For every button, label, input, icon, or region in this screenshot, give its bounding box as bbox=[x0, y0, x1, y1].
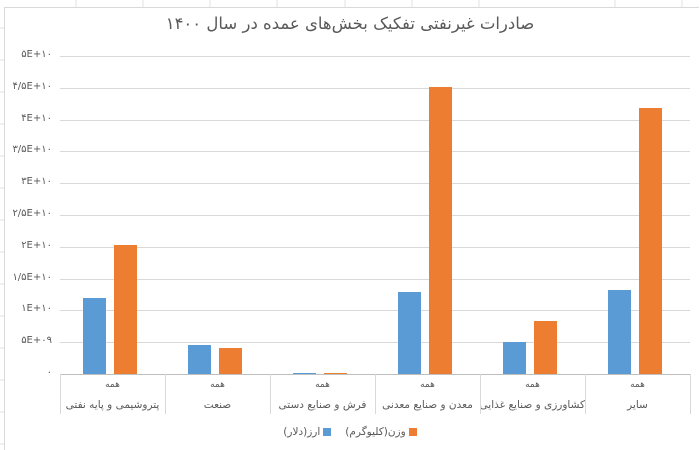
category-separator bbox=[165, 374, 166, 414]
y-axis-tick-label: ۱/۵E+۱۰ bbox=[12, 271, 52, 283]
gridline bbox=[60, 279, 690, 280]
category-group-label: همه bbox=[105, 380, 120, 390]
y-axis-tick-label: ۲E+۱۰ bbox=[21, 239, 52, 251]
legend-label: وزن(کلیوگرم) bbox=[345, 426, 406, 438]
bar-currency[interactable] bbox=[397, 291, 421, 374]
bar-currency[interactable] bbox=[292, 373, 316, 374]
gridline bbox=[60, 56, 690, 57]
category-separator bbox=[375, 374, 376, 414]
category-label: صنعت bbox=[203, 399, 232, 411]
y-axis-tick-label: ۴E+۱۰ bbox=[21, 112, 52, 124]
y-axis-tick-label: ۰ bbox=[46, 367, 52, 378]
y-axis-tick-label: ۵E+۱۰ bbox=[21, 49, 52, 60]
bar-currency[interactable] bbox=[502, 341, 526, 374]
category-separator bbox=[585, 374, 586, 414]
y-axis-tick-label: ۳E+۱۰ bbox=[21, 176, 52, 188]
bar-weight[interactable] bbox=[533, 320, 557, 374]
gridline bbox=[60, 247, 690, 248]
category-group-label: همه bbox=[210, 380, 225, 390]
gridline bbox=[60, 183, 690, 184]
category-label: سایر bbox=[627, 399, 648, 411]
gridline bbox=[60, 151, 690, 152]
y-axis-tick-label: ۵E+۰۹ bbox=[21, 335, 52, 347]
y-axis-tick-label: ۴/۵E+۱۰ bbox=[12, 80, 52, 92]
category-separator bbox=[480, 374, 481, 414]
category-group-label: همه bbox=[525, 380, 540, 390]
y-axis-tick-label: ۱E+۱۰ bbox=[21, 303, 52, 315]
legend-swatch-blue bbox=[323, 428, 332, 436]
y-axis-tick-label: ۲/۵E+۱۰ bbox=[12, 208, 52, 219]
legend-item-weight: وزن(کلیوگرم) bbox=[345, 426, 417, 438]
category-separator bbox=[690, 374, 691, 414]
category-separator bbox=[270, 374, 271, 414]
category-group-label: همه bbox=[315, 380, 330, 390]
legend: وزن(کلیوگرم) ارز(دلار) bbox=[0, 426, 700, 438]
bar-weight[interactable] bbox=[638, 107, 662, 374]
bar-weight[interactable] bbox=[323, 373, 347, 374]
bar-currency[interactable] bbox=[187, 345, 211, 374]
legend-swatch-orange bbox=[408, 428, 417, 436]
category-group-label: همه bbox=[630, 380, 645, 390]
category-label: فرش و صنایع دستی bbox=[278, 399, 367, 411]
bar-weight[interactable] bbox=[113, 244, 137, 374]
category-label: کشاورزی و صنایع غذایی bbox=[479, 399, 585, 411]
category-separator bbox=[60, 374, 61, 414]
legend-label: ارز(دلار) bbox=[283, 426, 321, 438]
chart-area[interactable] bbox=[4, 7, 699, 450]
y-axis-tick-label: ۳/۵E+۱۰ bbox=[12, 144, 52, 156]
chart-title: صادرات غیرنفتی تفکیک بخش‌های عمده در سال… bbox=[165, 14, 535, 33]
bar-weight[interactable] bbox=[428, 87, 452, 374]
category-label: پتروشیمی و پایه نفتی bbox=[65, 399, 160, 411]
category-label: معدن و صنایع معدنی bbox=[382, 399, 473, 411]
gridline bbox=[60, 342, 690, 343]
bar-currency[interactable] bbox=[82, 298, 106, 374]
gridline bbox=[60, 310, 690, 311]
gridline bbox=[60, 215, 690, 216]
bar-weight[interactable] bbox=[218, 347, 242, 374]
category-group-label: همه bbox=[420, 380, 435, 390]
gridline bbox=[60, 120, 690, 121]
bar-currency[interactable] bbox=[607, 290, 631, 374]
legend-item-currency: ارز(دلار) bbox=[283, 426, 332, 438]
gridline bbox=[60, 88, 690, 89]
